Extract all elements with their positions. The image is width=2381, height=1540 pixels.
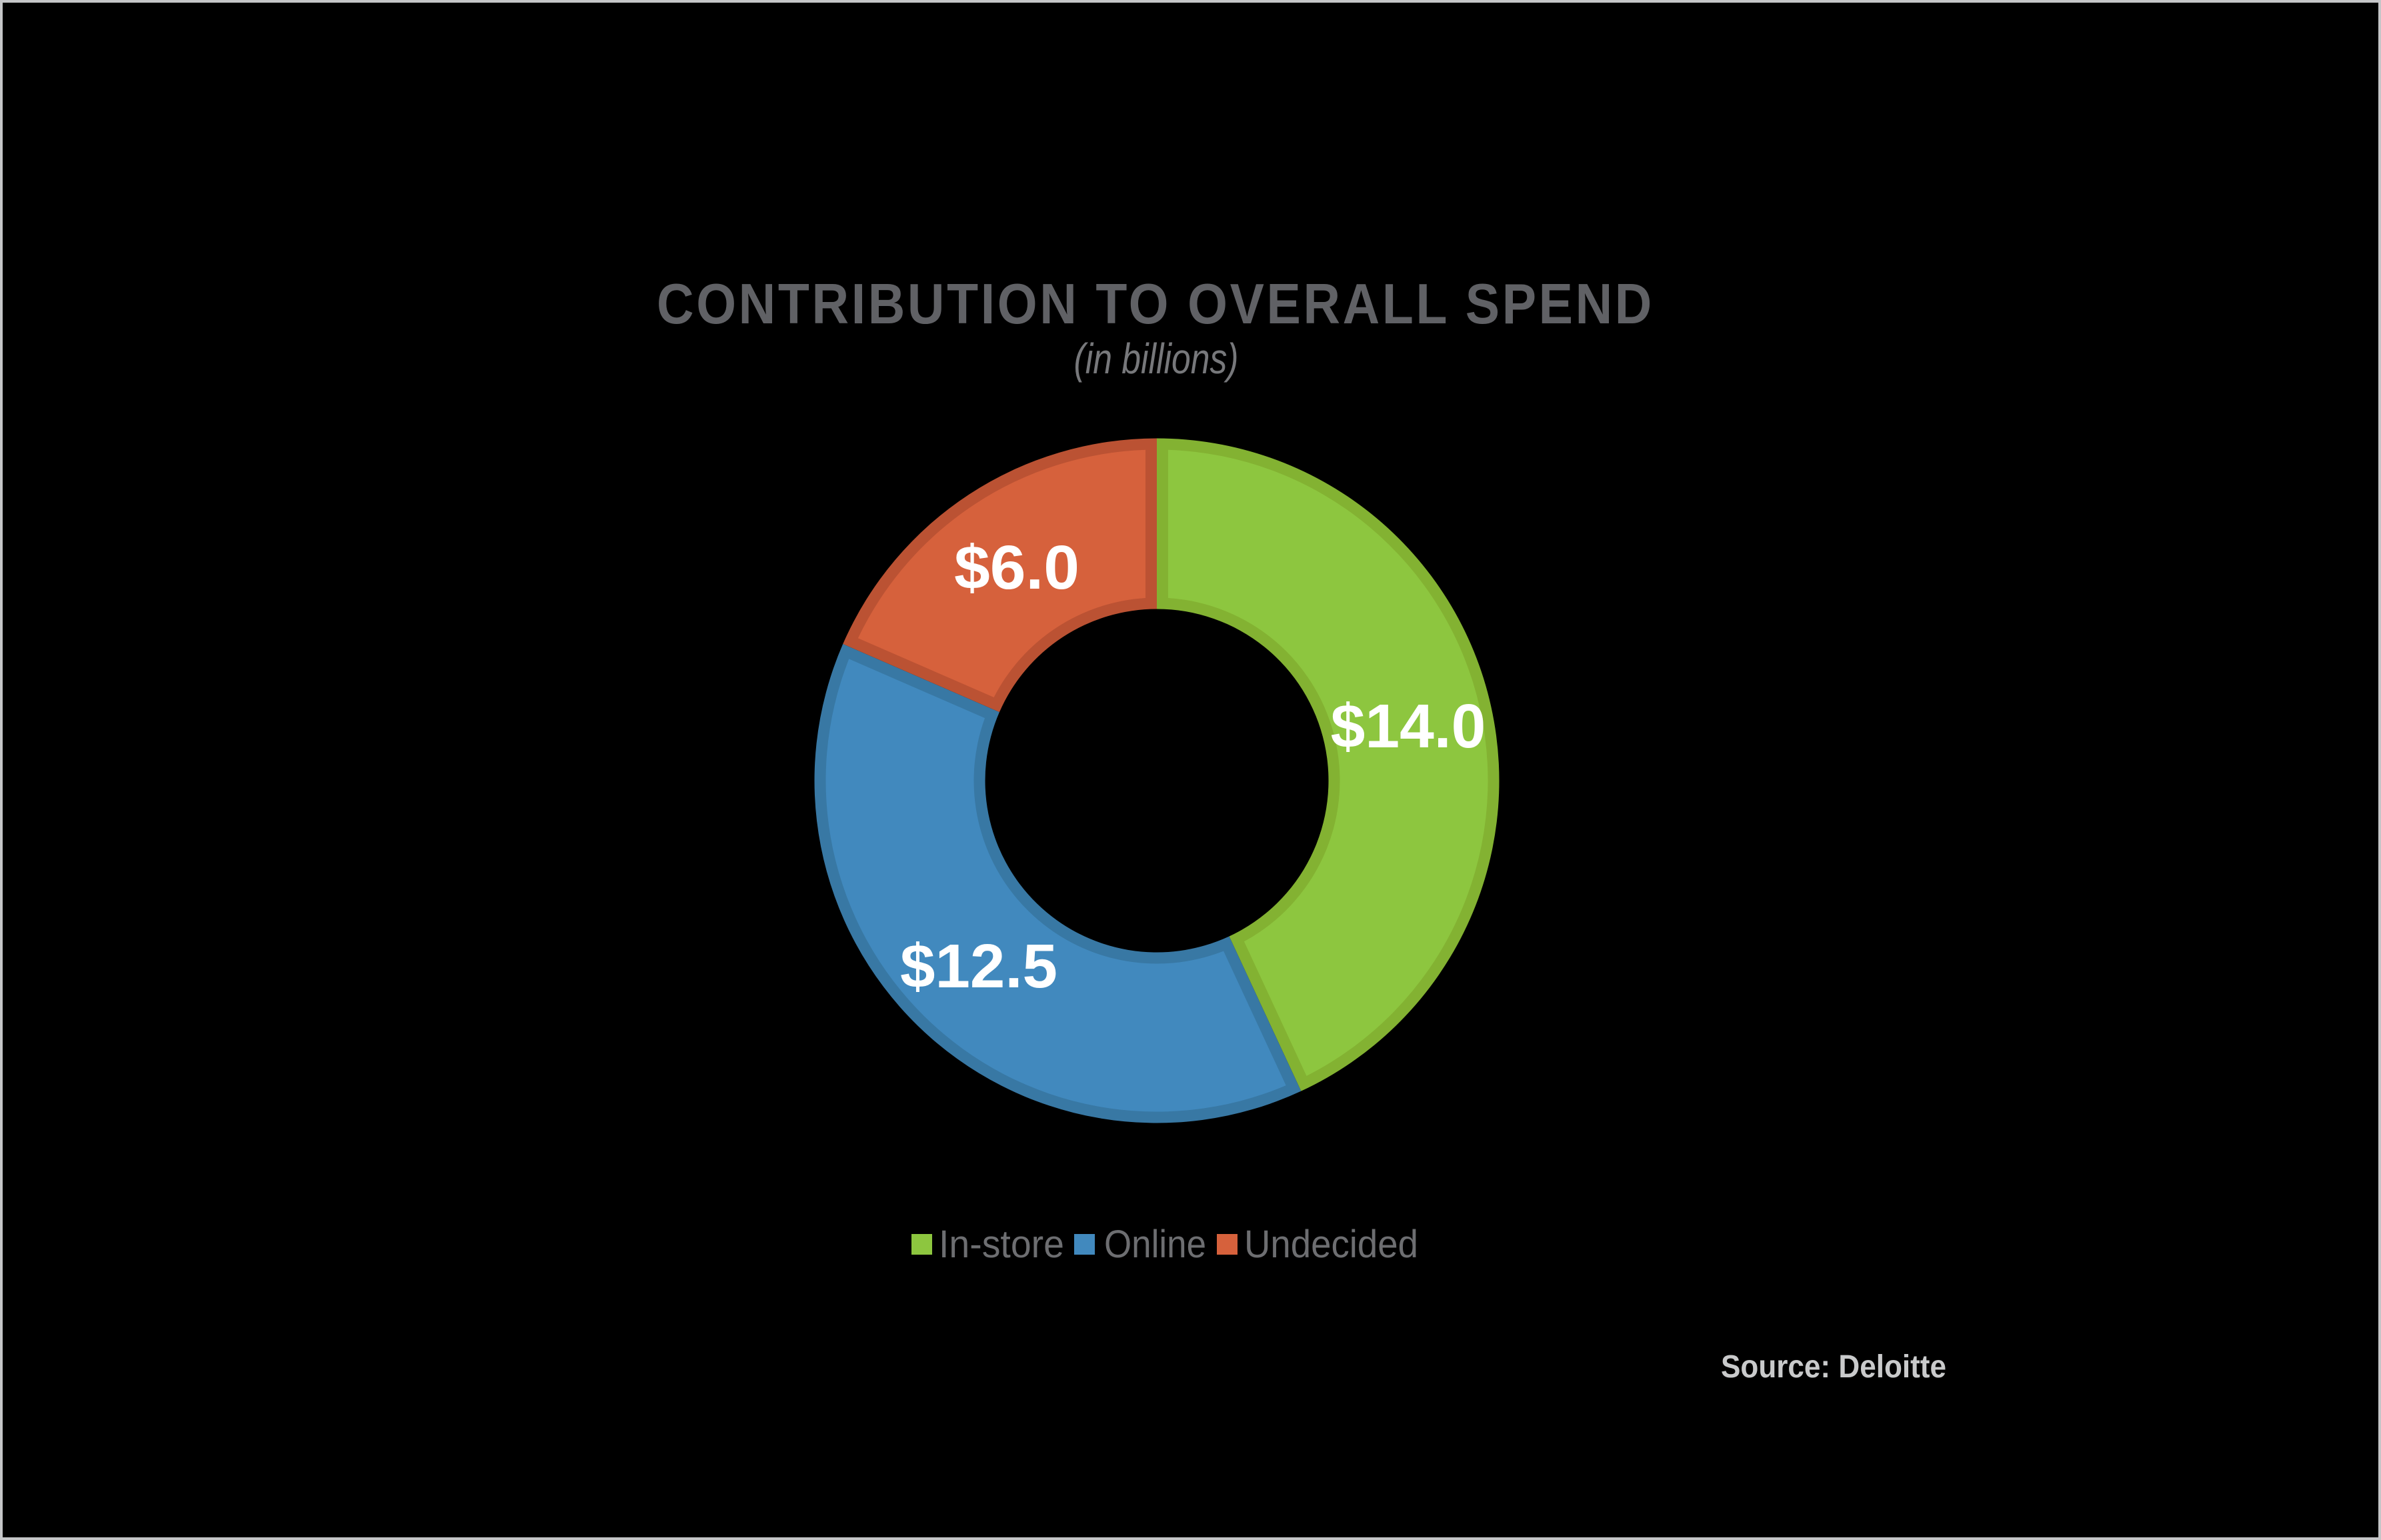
svg-text:Undecided: Undecided xyxy=(1244,1223,1418,1266)
svg-text:(in billions): (in billions) xyxy=(1074,335,1239,383)
svg-text:Online: Online xyxy=(1104,1223,1206,1266)
svg-text:$14.0: $14.0 xyxy=(1331,691,1486,761)
svg-text:Source: Deloitte: Source: Deloitte xyxy=(1721,1349,1946,1385)
svg-text:$6.0: $6.0 xyxy=(954,533,1079,602)
svg-text:$12.5: $12.5 xyxy=(900,931,1057,1001)
svg-text:CONTRIBUTION TO OVERALL SPEND: CONTRIBUTION TO OVERALL SPEND xyxy=(657,273,1654,336)
svg-text:In-store: In-store xyxy=(939,1223,1064,1266)
